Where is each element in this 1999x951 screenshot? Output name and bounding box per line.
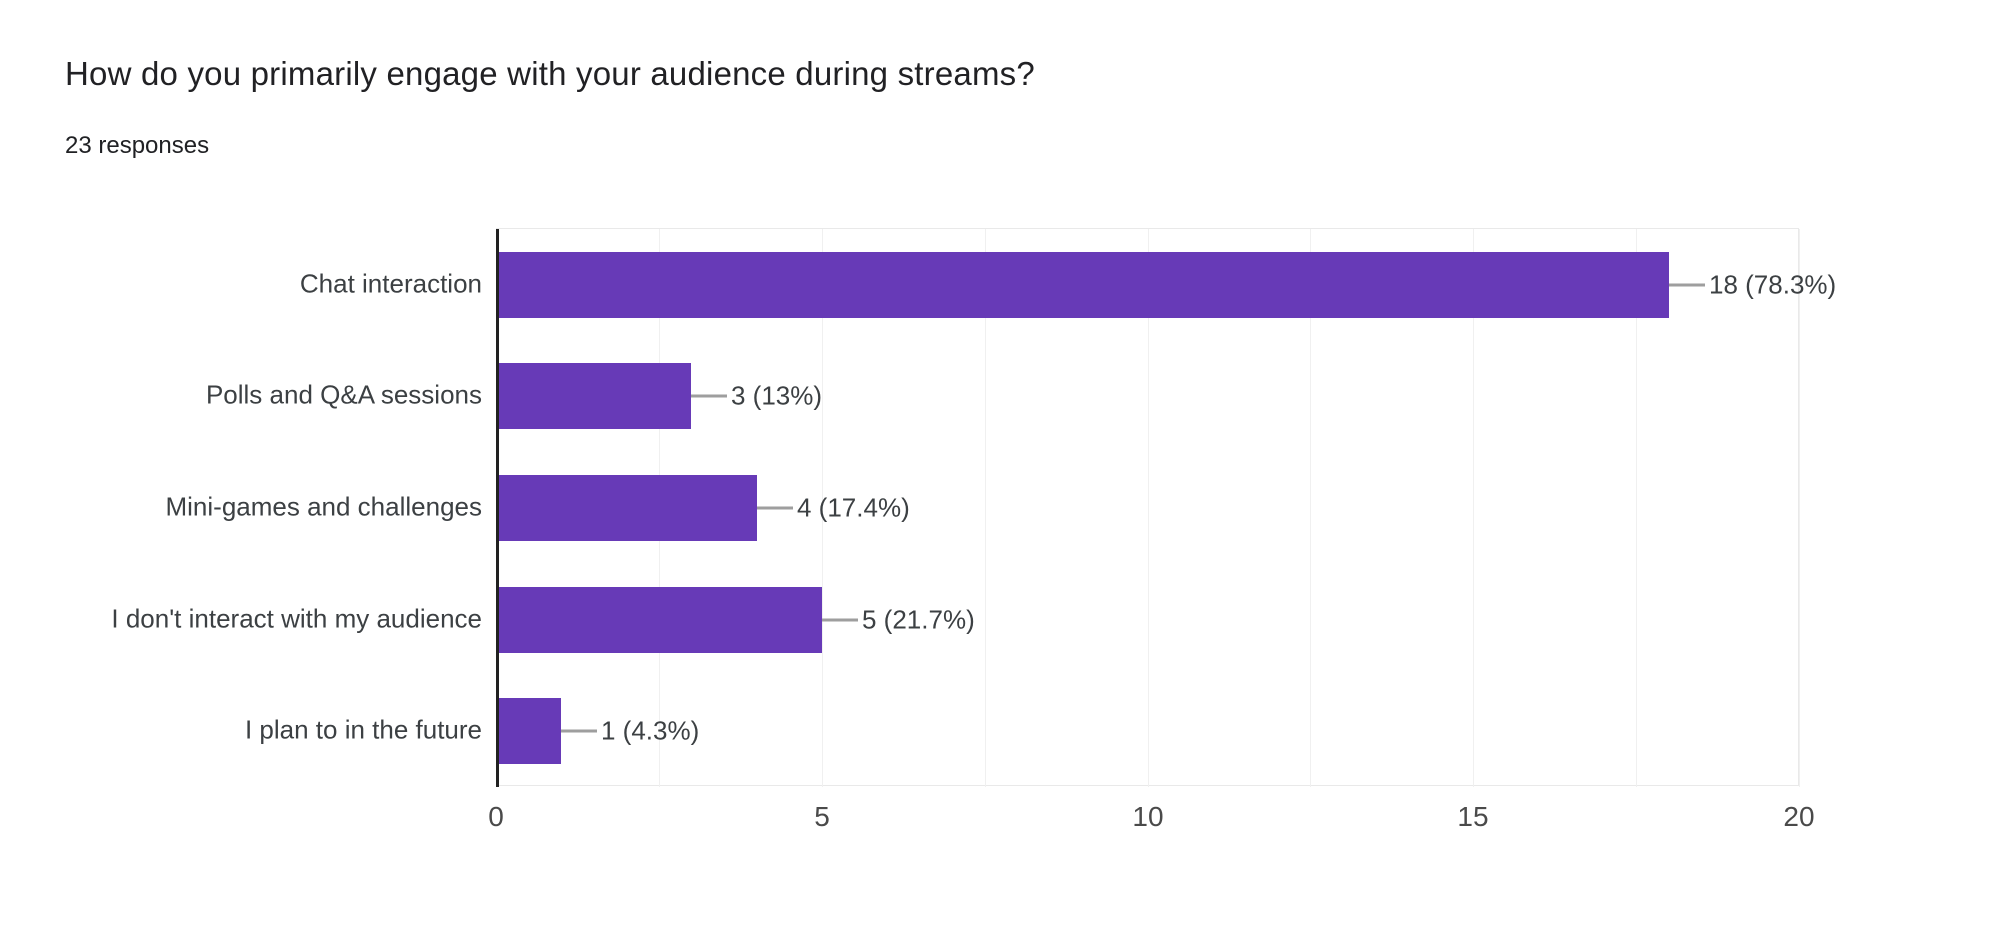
category-label: Polls and Q&A sessions	[205, 379, 482, 410]
leader-line	[561, 729, 597, 733]
x-tick-label: 10	[1132, 801, 1164, 832]
x-tick-label: 0	[488, 801, 504, 832]
gridline	[1148, 229, 1149, 787]
x-tick-label: 5	[814, 801, 830, 832]
leader-line	[1669, 283, 1705, 287]
value-label: 1 (4.3%)	[601, 715, 700, 746]
value-label: 4 (17.4%)	[797, 492, 910, 523]
x-tick-label: 20	[1783, 801, 1815, 832]
bar-mini-games-and-challenges[interactable]	[499, 475, 757, 541]
bar-i-don-t-interact-with-my-audience[interactable]	[499, 587, 822, 653]
leader-line	[822, 618, 858, 622]
category-label: I plan to in the future	[244, 714, 482, 745]
gridline	[1799, 229, 1800, 787]
leader-line	[691, 394, 727, 398]
category-label: I don't interact with my audience	[111, 603, 482, 634]
category-label: Mini-games and challenges	[165, 491, 482, 522]
value-label: 18 (78.3%)	[1709, 269, 1837, 300]
gridline	[1473, 229, 1474, 787]
responses-count: 23 responses	[65, 132, 210, 159]
value-label: 3 (13%)	[731, 380, 823, 411]
leader-line	[757, 506, 793, 510]
gridline	[822, 229, 823, 787]
category-label: Chat interaction	[299, 268, 482, 299]
bar-i-plan-to-in-the-future[interactable]	[499, 698, 561, 764]
gridline	[985, 229, 986, 787]
value-label: 5 (21.7%)	[862, 604, 975, 635]
bar-chat-interaction[interactable]	[499, 252, 1669, 318]
y-axis-line	[496, 229, 499, 787]
plot-area: 18 (78.3%) 3 (13%) 4 (17.4%) 5 (21.7%) 1 (4.…	[496, 228, 1836, 787]
x-tick-label: 15	[1457, 801, 1489, 832]
chart-title: How do you primarily engage with your au…	[65, 55, 1035, 92]
gridline	[1636, 229, 1637, 787]
bar-polls-and-q-a-sessions[interactable]	[499, 363, 691, 429]
gridline	[1310, 229, 1311, 787]
